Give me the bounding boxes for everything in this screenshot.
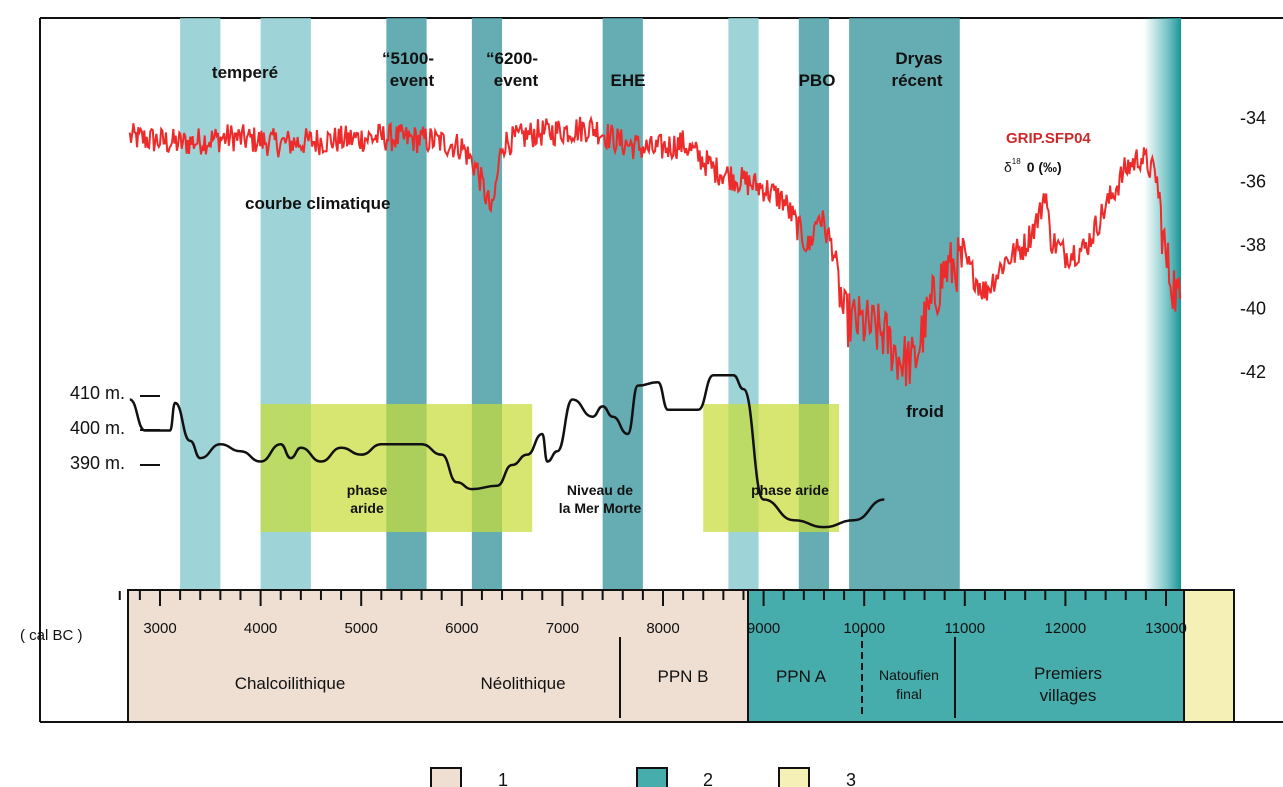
y-right-tick-label: -36 [1240, 172, 1266, 192]
label-5100-2: event [390, 71, 435, 90]
y-right-tick-label: -38 [1240, 235, 1266, 255]
x-tick-label: 6000 [445, 620, 478, 637]
left-tick-400: 400 m. [70, 418, 125, 438]
legend: 1 2 3 [430, 767, 856, 787]
label-6200-2: event [494, 71, 539, 90]
label-dryas-2: récent [891, 71, 942, 90]
sea-level-curve [129, 374, 885, 529]
period-natoufien-2: final [896, 686, 922, 702]
x-tick-label: 13000 [1145, 620, 1187, 637]
period-neolithique: Néolithique [480, 674, 565, 693]
arid-phases [260, 404, 840, 532]
legend-swatch-2 [636, 767, 668, 787]
x-ticks: 3000 4000 5000 6000 7000 8000 9000 10000 11000 12… [118, 591, 1187, 637]
timeline-zone-2 [747, 589, 1185, 723]
period-chalcolithique: Chalcoilithique [235, 674, 346, 693]
label-courbe: courbe climatique [245, 194, 390, 213]
label-arid-1b: aride [350, 500, 384, 516]
label-delta: δ18 0 (‰) [1004, 157, 1062, 175]
arid-phase-rect [703, 404, 840, 532]
x-tick-label: 9000 [747, 620, 780, 637]
timeline-zone-1 [127, 589, 749, 723]
period-ppnb: PPN B [657, 667, 708, 686]
legend-label-3: 3 [846, 770, 856, 787]
period-natoufien-1: Natoufien [879, 667, 939, 683]
legend-swatch-1 [430, 767, 462, 787]
period-premiers-1: Premiers [1034, 664, 1102, 683]
left-tick-390: 390 m. [70, 453, 125, 473]
label-pbo: PBO [799, 71, 836, 90]
x-tick-label: 12000 [1045, 620, 1087, 637]
y-axis-right: -34 -36 -38 -40 -42 [1240, 108, 1266, 382]
label-arid-1a: phase [347, 482, 388, 498]
period-ppna: PPN A [776, 667, 827, 686]
label-ehe: EHE [611, 71, 646, 90]
y-right-tick-label: -34 [1240, 108, 1266, 128]
label-dryas-1: Dryas [895, 49, 942, 68]
label-niveau-1: Niveau de [567, 482, 633, 498]
arid-phase-rect [260, 404, 533, 532]
label-5100-1: “5100- [382, 49, 434, 68]
cal-bc-label: ( cal BC ) [20, 627, 83, 644]
y-right-tick-label: -40 [1240, 299, 1266, 319]
event-band [180, 18, 221, 590]
y-axis-left: 410 m. 400 m. 390 m. [70, 383, 160, 473]
x-tick-label: 4000 [244, 620, 277, 637]
climate-curve [128, 115, 1182, 387]
label-grip: GRIP.SFP04 [1006, 130, 1091, 147]
x-tick-label: 11000 [944, 620, 985, 637]
left-tick-410: 410 m. [70, 383, 125, 403]
x-tick-label: 10000 [843, 620, 885, 637]
legend-swatch-3 [778, 767, 810, 787]
label-arid-2: phase aride [751, 482, 829, 498]
label-6200-1: “6200- [486, 49, 538, 68]
x-tick-label: 3000 [143, 620, 176, 637]
label-froid: froid [906, 402, 944, 421]
x-tick-label: 5000 [345, 620, 378, 637]
label-niveau-2: la Mer Morte [559, 500, 642, 516]
legend-label-1: 1 [498, 770, 508, 787]
x-tick-label: 8000 [646, 620, 679, 637]
event-band [849, 18, 960, 590]
period-premiers-2: villages [1040, 686, 1097, 705]
y-right-tick-label: -42 [1240, 362, 1266, 382]
event-band [602, 18, 643, 590]
annotations: temperé “5100- event “6200- event EHE PB… [212, 49, 1091, 516]
legend-label-2: 2 [703, 770, 713, 787]
timeline-zone-3 [1183, 589, 1235, 723]
timeline: 3000 4000 5000 6000 7000 8000 9000 10000 11000 12… [20, 589, 1235, 723]
x-tick-label: 7000 [546, 620, 579, 637]
label-tempere: temperé [212, 63, 278, 82]
